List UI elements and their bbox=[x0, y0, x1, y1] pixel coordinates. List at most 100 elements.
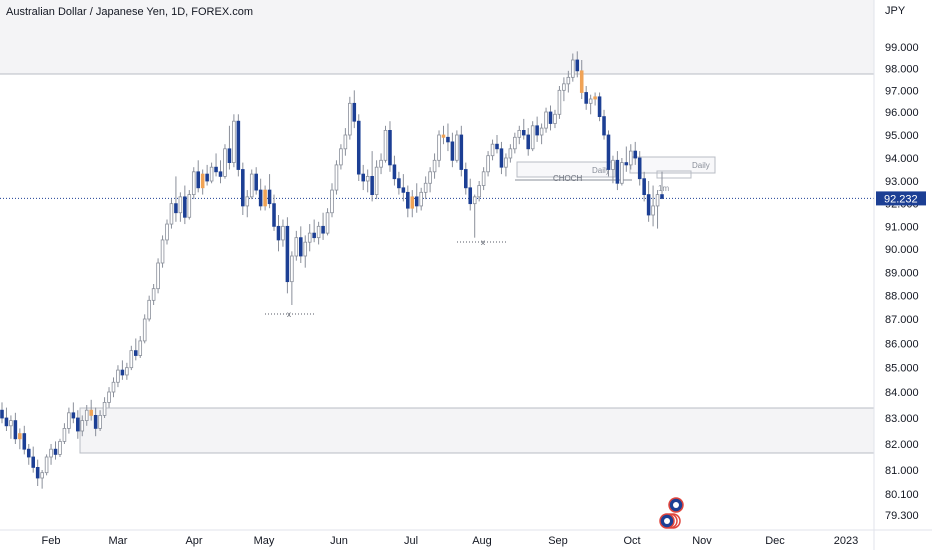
au-flag-icon-inner bbox=[664, 518, 670, 524]
candle bbox=[307, 224, 312, 252]
currency-label: JPY bbox=[885, 5, 906, 17]
candle-body bbox=[169, 203, 174, 225]
candle-body bbox=[330, 189, 334, 214]
candle-body bbox=[147, 299, 151, 320]
candle bbox=[423, 176, 428, 200]
candle bbox=[526, 128, 530, 156]
candle bbox=[183, 185, 187, 225]
candle bbox=[263, 185, 267, 211]
au-flag-icon-inner bbox=[673, 502, 679, 508]
candle-body bbox=[446, 136, 450, 143]
candle bbox=[249, 169, 254, 200]
candle-body bbox=[334, 164, 339, 191]
candle-body bbox=[241, 169, 245, 207]
candle-body bbox=[455, 134, 459, 161]
daily-label-1: Daily bbox=[592, 166, 610, 175]
candle bbox=[513, 132, 517, 154]
time-tick-0: Feb bbox=[42, 535, 61, 547]
candle bbox=[214, 153, 218, 177]
candle bbox=[18, 428, 22, 450]
candle-body bbox=[93, 414, 98, 429]
candle bbox=[272, 194, 276, 231]
candle bbox=[584, 86, 588, 110]
candle-body bbox=[187, 194, 192, 218]
candle-body bbox=[272, 203, 276, 227]
candle bbox=[294, 230, 299, 261]
candle bbox=[620, 158, 624, 186]
candle bbox=[365, 169, 370, 193]
candle bbox=[544, 107, 548, 133]
candle-body bbox=[62, 427, 67, 442]
candle-body bbox=[655, 194, 660, 207]
candle-body bbox=[76, 417, 80, 432]
low-marker-2: x bbox=[481, 238, 485, 247]
time-tick-9: Nov bbox=[692, 535, 712, 547]
candle bbox=[156, 258, 160, 294]
time-tick-1: Mar bbox=[109, 535, 128, 547]
event-icon-1[interactable] bbox=[668, 497, 684, 513]
candle-body bbox=[205, 173, 209, 182]
candle bbox=[138, 336, 143, 358]
price-tick-13: 86.000 bbox=[885, 338, 919, 350]
candle bbox=[468, 178, 473, 211]
candle bbox=[142, 314, 147, 344]
candle bbox=[312, 219, 316, 243]
candle bbox=[227, 125, 232, 170]
current-price-tag[interactable] bbox=[876, 191, 926, 206]
candle bbox=[495, 135, 499, 154]
candle bbox=[205, 164, 209, 186]
candle bbox=[80, 415, 85, 437]
current-price-tag-label: 92.232 bbox=[884, 193, 918, 205]
candle bbox=[343, 128, 348, 156]
candle bbox=[588, 94, 593, 115]
price-tick-3: 96.000 bbox=[885, 107, 919, 119]
candle-body bbox=[464, 169, 468, 189]
candle bbox=[361, 164, 365, 191]
candle-body bbox=[40, 472, 44, 479]
candle-body bbox=[129, 350, 134, 369]
candle bbox=[232, 114, 236, 168]
demand-zone bbox=[79, 407, 875, 454]
candle-body bbox=[156, 262, 160, 290]
candle bbox=[521, 118, 526, 140]
event-icon-2[interactable] bbox=[659, 513, 681, 529]
candles bbox=[0, 51, 664, 489]
candle bbox=[67, 407, 71, 434]
candle bbox=[406, 185, 410, 218]
time-tick-11: 2023 bbox=[834, 535, 858, 547]
candle bbox=[276, 215, 281, 252]
candle-body bbox=[406, 191, 410, 209]
candle-body bbox=[383, 129, 388, 161]
candle bbox=[303, 235, 308, 268]
candle-body bbox=[419, 191, 423, 207]
candle-body bbox=[214, 166, 218, 173]
candle bbox=[258, 178, 263, 211]
candle-body bbox=[365, 175, 370, 182]
candle-body bbox=[116, 369, 120, 383]
candle-body bbox=[312, 232, 316, 239]
candle-body bbox=[611, 159, 615, 170]
candle bbox=[388, 121, 392, 172]
price-tick-10: 89.000 bbox=[885, 267, 919, 279]
candle bbox=[562, 77, 566, 102]
candle-body bbox=[196, 171, 200, 189]
candle-body bbox=[218, 171, 223, 177]
candle bbox=[9, 415, 13, 439]
time-tick-4: Jun bbox=[330, 535, 348, 547]
candle-body bbox=[593, 96, 597, 100]
candle bbox=[44, 454, 49, 476]
candle bbox=[602, 109, 606, 140]
candle bbox=[209, 162, 214, 184]
candle bbox=[646, 181, 651, 222]
candle bbox=[611, 155, 615, 184]
candle bbox=[191, 167, 196, 200]
candle-body bbox=[263, 189, 267, 207]
candle-body bbox=[89, 409, 93, 416]
time-tick-8: Oct bbox=[623, 535, 640, 547]
candle-body bbox=[352, 102, 357, 122]
candle bbox=[174, 176, 178, 222]
candle bbox=[348, 96, 352, 140]
candle bbox=[410, 190, 415, 218]
candle bbox=[147, 295, 151, 322]
candle bbox=[35, 459, 40, 486]
